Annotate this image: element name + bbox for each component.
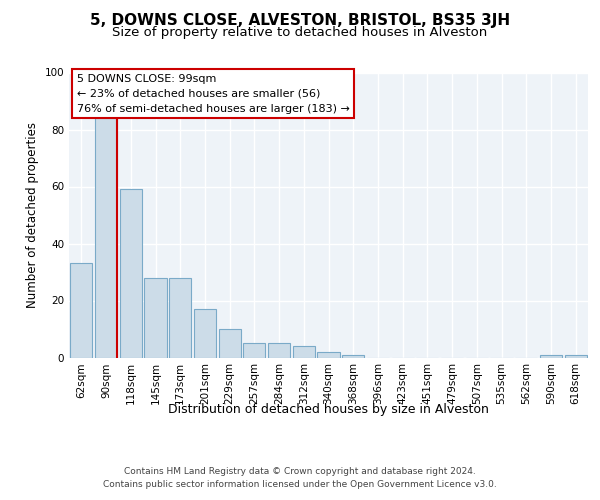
Text: 5, DOWNS CLOSE, ALVESTON, BRISTOL, BS35 3JH: 5, DOWNS CLOSE, ALVESTON, BRISTOL, BS35 … — [90, 12, 510, 28]
Text: Contains public sector information licensed under the Open Government Licence v3: Contains public sector information licen… — [103, 480, 497, 489]
Bar — [95, 118, 117, 358]
Bar — [317, 352, 340, 358]
Text: Contains HM Land Registry data © Crown copyright and database right 2024.: Contains HM Land Registry data © Crown c… — [124, 468, 476, 476]
Bar — [194, 309, 216, 358]
Bar — [565, 354, 587, 358]
Text: Size of property relative to detached houses in Alveston: Size of property relative to detached ho… — [112, 26, 488, 39]
Y-axis label: Number of detached properties: Number of detached properties — [26, 122, 39, 308]
Bar — [268, 343, 290, 357]
Text: Distribution of detached houses by size in Alveston: Distribution of detached houses by size … — [169, 402, 489, 415]
Bar — [145, 278, 167, 357]
Bar — [293, 346, 315, 358]
Bar — [169, 278, 191, 357]
Bar — [70, 264, 92, 358]
Text: 5 DOWNS CLOSE: 99sqm
← 23% of detached houses are smaller (56)
76% of semi-detac: 5 DOWNS CLOSE: 99sqm ← 23% of detached h… — [77, 74, 350, 114]
Bar — [243, 343, 265, 357]
Bar — [218, 329, 241, 358]
Bar — [540, 354, 562, 358]
Bar — [119, 190, 142, 358]
Bar — [342, 354, 364, 358]
